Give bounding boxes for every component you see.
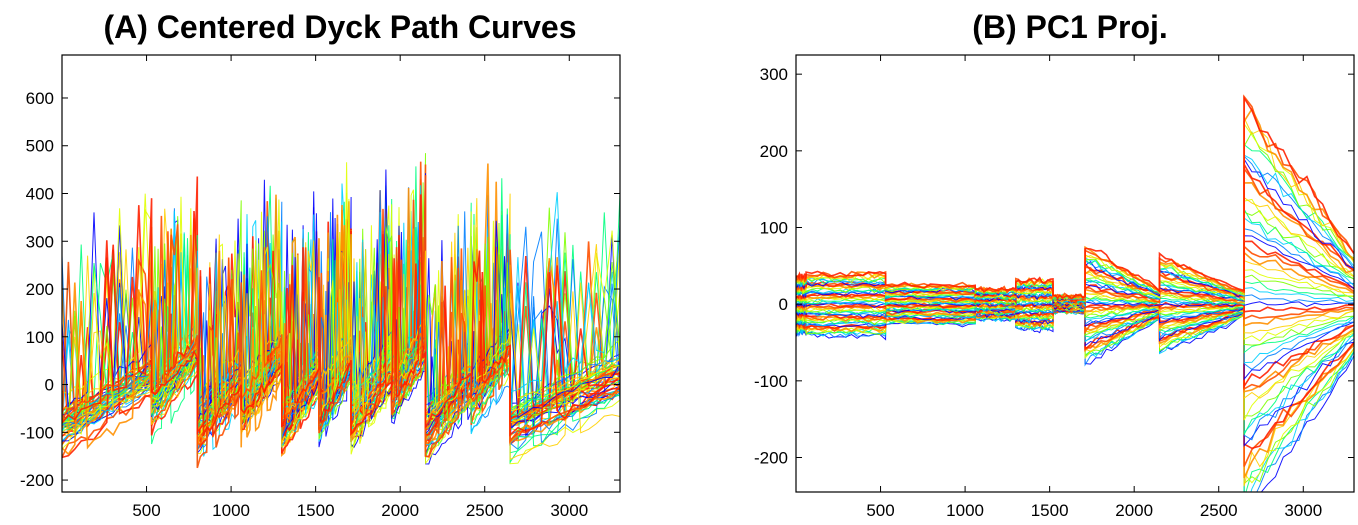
y-tick-label: 0 [45, 376, 54, 395]
y-tick-label: -200 [754, 449, 788, 468]
panel-b-title: (B) PC1 Proj. [972, 9, 1168, 45]
series-line [796, 308, 1354, 448]
y-tick-label: 200 [760, 142, 788, 161]
series-line [796, 310, 1354, 514]
panel-b-plot-area [796, 97, 1354, 525]
x-tick-label: 3000 [550, 501, 588, 520]
series-line [796, 310, 1354, 487]
x-tick-label: 1000 [946, 501, 984, 520]
y-tick-label: 300 [26, 232, 54, 251]
x-tick-label: 1500 [1031, 501, 1069, 520]
x-tick-label: 500 [866, 501, 894, 520]
y-tick-label: -100 [754, 372, 788, 391]
x-tick-label: 2000 [1115, 501, 1153, 520]
y-tick-label: 600 [26, 89, 54, 108]
series-line [796, 145, 1354, 300]
series-line [796, 309, 1354, 484]
series-line [796, 98, 1354, 299]
y-tick-label: 0 [779, 295, 788, 314]
panel-b: (B) PC1 Proj. 500 1000 1500 2000 2500 3000-20… [754, 9, 1354, 524]
x-tick-label: 2500 [1200, 501, 1238, 520]
series-line [796, 310, 1354, 522]
y-tick-label: -200 [20, 471, 54, 490]
y-tick-label: 500 [26, 137, 54, 156]
series-line [796, 310, 1354, 499]
y-tick-label: -100 [20, 423, 54, 442]
x-tick-label: 1000 [212, 501, 250, 520]
panel-a-title: (A) Centered Dyck Path Curves [103, 9, 576, 45]
y-tick-label: 400 [26, 185, 54, 204]
y-tick-label: 100 [760, 219, 788, 238]
series-line [796, 310, 1354, 483]
x-tick-label: 1500 [297, 501, 335, 520]
panel-a: (A) Centered Dyck Path Curves 500 1000 150… [20, 9, 620, 520]
y-tick-label: 200 [26, 280, 54, 299]
panel-a-plot-area [62, 153, 620, 468]
x-tick-label: 2000 [381, 501, 419, 520]
x-tick-label: 500 [132, 501, 160, 520]
x-tick-label: 2500 [466, 501, 504, 520]
x-tick-label: 3000 [1284, 501, 1322, 520]
y-tick-label: 100 [26, 328, 54, 347]
y-tick-label: 300 [760, 65, 788, 84]
